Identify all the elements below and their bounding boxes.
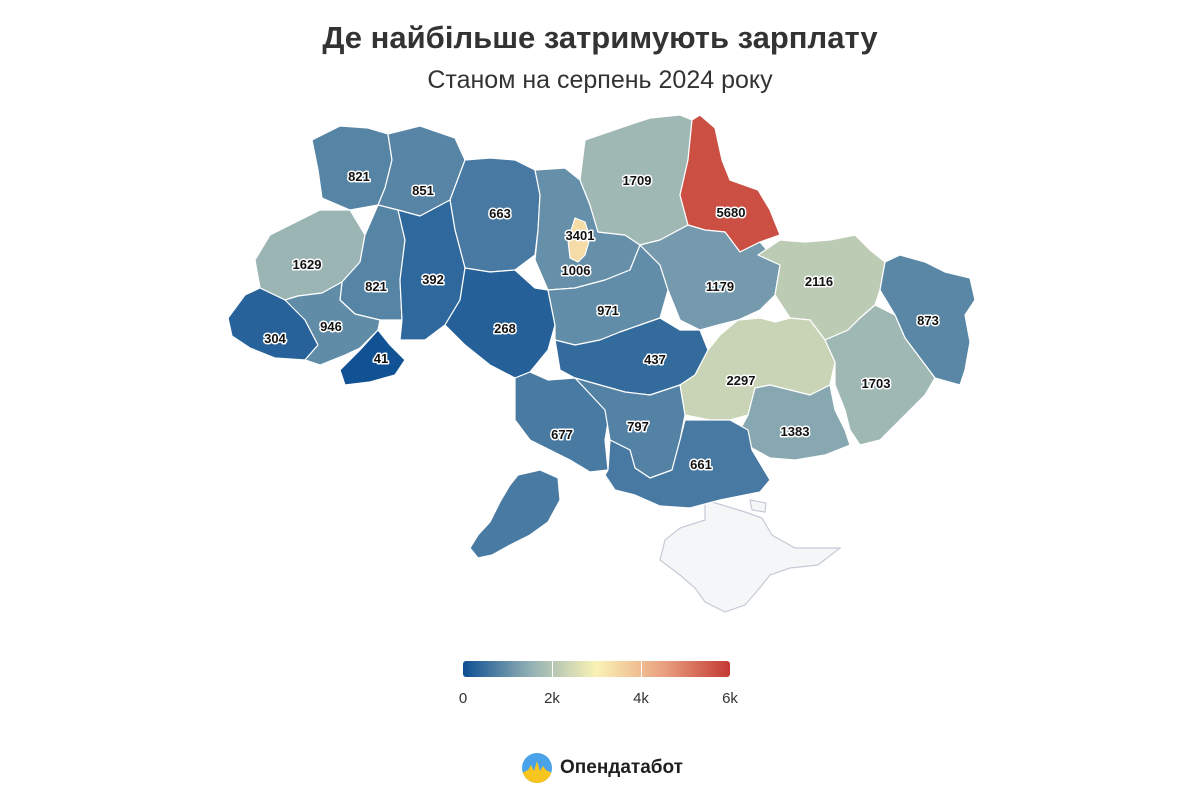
value-label-zhytomyr: 663 — [489, 206, 511, 221]
region-mykolaiv — [514, 371, 611, 473]
brand-name: Опендатабот — [560, 757, 683, 778]
value-label-luhansk: 873 — [917, 313, 939, 328]
opendatabot-logo-icon — [522, 753, 552, 783]
value-label-ternopil: 821 — [365, 279, 387, 294]
color-scale-bar — [463, 661, 730, 677]
value-label-khmelnytskyi: 392 — [422, 272, 444, 287]
value-label-kyiv-oblast: 1006 — [562, 263, 591, 278]
value-label-poltava: 1179 — [706, 279, 734, 294]
value-label-kharkiv: 2116 — [805, 274, 833, 289]
region-donetsk — [824, 304, 936, 446]
color-legend: 0 2k 4k 6k — [459, 661, 738, 707]
region-odesa-south — [469, 469, 561, 559]
value-label-ivano-frankivsk: 946 — [320, 319, 342, 334]
value-label-lviv: 1629 — [293, 257, 322, 272]
chart-subtitle: Станом на серпень 2024 року — [427, 66, 773, 94]
legend-tick-label: 2k — [544, 690, 560, 707]
value-label-kherson-north: 797 — [627, 419, 649, 434]
value-label-rivne: 851 — [412, 183, 434, 198]
value-label-chernihiv: 1709 — [623, 173, 652, 188]
value-label-zaporizhzhia: 1383 — [781, 424, 810, 439]
value-label-vinnytsia: 268 — [494, 321, 516, 336]
region-chernivtsi — [339, 329, 406, 386]
legend-tick-label: 0 — [458, 690, 468, 707]
value-label-dnipropetrovsk: 2297 — [727, 373, 756, 388]
legend-tick-label: 4k — [633, 690, 649, 707]
region-kyiv-city — [567, 217, 591, 263]
value-label-donetsk: 1703 — [862, 376, 891, 391]
brand: Опендатабот — [522, 753, 683, 783]
legend-separator — [641, 661, 642, 677]
legend-separator — [552, 661, 553, 677]
legend-tick-label: 6k — [722, 690, 738, 707]
region-kherson — [604, 419, 771, 509]
value-label-chernivtsi: 41 — [374, 351, 388, 366]
value-label-zakarpattia: 304 — [264, 331, 286, 346]
region-crimea — [659, 499, 842, 613]
value-label-kirovohrad: 437 — [644, 352, 666, 367]
value-label-kyiv-city: 3401 — [566, 228, 595, 243]
value-label-mykolaiv: 677 — [551, 427, 573, 442]
value-label-sumy: 5680 — [717, 205, 746, 220]
region-sumy — [679, 114, 781, 253]
value-label-kherson: 661 — [690, 457, 712, 472]
chart-title: Де найбільше затримують зарплату — [322, 20, 878, 55]
region-vinnytsia — [444, 267, 556, 379]
region-volyn — [311, 125, 393, 211]
value-label-volyn: 821 — [348, 169, 370, 184]
value-label-cherkasy: 971 — [597, 303, 619, 318]
region-zaporizhzhia — [739, 384, 851, 461]
region-crimea-isthmus — [749, 499, 767, 513]
